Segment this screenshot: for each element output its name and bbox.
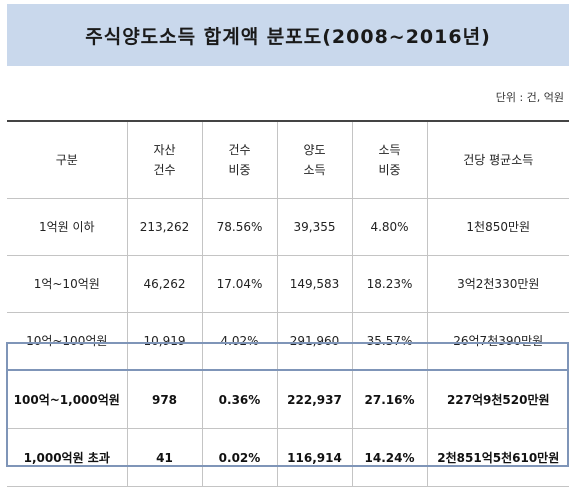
cell-avg-income: 26억7천390만원: [426, 312, 569, 371]
cell-transfer-income: 291,960: [276, 312, 352, 371]
cell-transfer-income: 116,914: [276, 428, 352, 487]
cell-category: 1,000억원 초과: [7, 428, 127, 487]
cell-avg-income: 3억2천330만원: [426, 255, 569, 313]
cell-asset-count: 41: [126, 428, 202, 487]
cell-income-share: 14.24%: [351, 428, 427, 487]
cell-category: 10억~100억원: [7, 312, 127, 371]
table-row-highlighted: 1,000억원 초과 41 0.02% 116,914 14.24% 2천851…: [7, 428, 569, 487]
cell-income-share: 27.16%: [351, 369, 427, 429]
page-title: 주식양도소득 합계액 분포도(2008~2016년): [85, 25, 491, 48]
distribution-table: 구분 자산 건수 건수 비중 양도 소득 소득 비중 건당 평균소득 1억원 이하 21…: [7, 120, 569, 487]
table-row: 1억~10억원 46,262 17.04% 149,583 18.23% 3억2…: [7, 255, 569, 313]
cell-transfer-income: 149,583: [276, 255, 352, 313]
cell-avg-income: 227억9천520만원: [426, 369, 569, 429]
cell-asset-count: 978: [126, 369, 202, 429]
header-asset-count: 자산 건수: [126, 120, 202, 199]
table-header-row: 구분 자산 건수 건수 비중 양도 소득 소득 비중 건당 평균소득: [7, 120, 569, 199]
header-transfer-income: 양도 소득: [276, 120, 352, 199]
cell-asset-count: 10,919: [126, 312, 202, 371]
cell-asset-count: 213,262: [126, 198, 202, 256]
cell-income-share: 35.57%: [351, 312, 427, 371]
title-band: 주식양도소득 합계액 분포도(2008~2016년): [7, 4, 569, 66]
cell-count-share: 78.56%: [201, 198, 277, 256]
header-category: 구분: [7, 120, 127, 199]
table-row-highlighted: 100억~1,000억원 978 0.36% 222,937 27.16% 22…: [7, 369, 569, 429]
cell-count-share: 0.36%: [201, 369, 277, 429]
cell-income-share: 4.80%: [351, 198, 427, 256]
cell-category: 1억원 이하: [7, 198, 127, 256]
unit-note: 단위 : 건, 억원: [495, 91, 564, 104]
cell-transfer-income: 39,355: [276, 198, 352, 256]
cell-count-share: 4.02%: [201, 312, 277, 371]
header-avg-income: 건당 평균소득: [426, 120, 569, 199]
header-count-share: 건수 비중: [201, 120, 277, 199]
cell-transfer-income: 222,937: [276, 369, 352, 429]
cell-category: 1억~10억원: [7, 255, 127, 313]
table-row: 10억~100억원 10,919 4.02% 291,960 35.57% 26…: [7, 312, 569, 371]
cell-category: 100억~1,000억원: [7, 369, 127, 429]
cell-count-share: 17.04%: [201, 255, 277, 313]
cell-asset-count: 46,262: [126, 255, 202, 313]
cell-avg-income: 1천850만원: [426, 198, 569, 256]
cell-avg-income: 2천851억5천610만원: [426, 428, 569, 487]
table-row: 1억원 이하 213,262 78.56% 39,355 4.80% 1천850…: [7, 198, 569, 256]
cell-income-share: 18.23%: [351, 255, 427, 313]
cell-count-share: 0.02%: [201, 428, 277, 487]
header-income-share: 소득 비중: [351, 120, 427, 199]
